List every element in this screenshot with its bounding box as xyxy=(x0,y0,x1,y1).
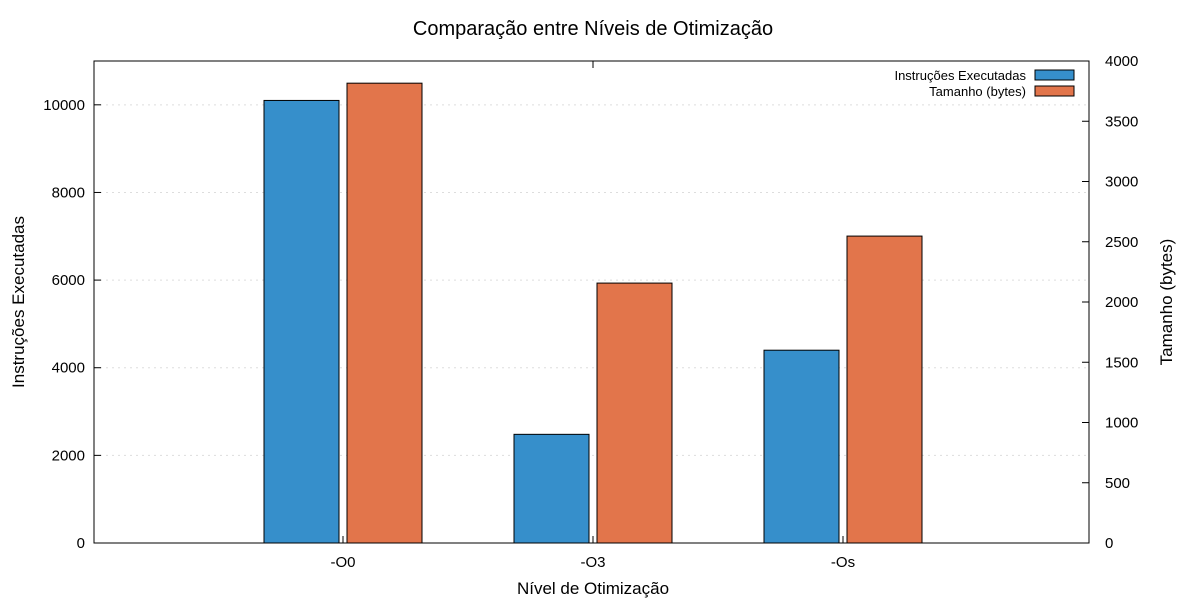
bar-instructions-O3 xyxy=(513,433,590,544)
y-tick-label: 0 xyxy=(77,535,85,552)
y2-tick-label: 3500 xyxy=(1105,113,1138,130)
bars xyxy=(263,82,923,544)
x-tick-label: -Os xyxy=(831,554,855,571)
bar-size-O3 xyxy=(596,282,673,544)
y-axis-label: Instruções Executadas xyxy=(9,216,28,388)
legend-swatch xyxy=(1034,69,1075,81)
bar-size-O0 xyxy=(346,82,423,544)
y2-tick-label: 0 xyxy=(1105,535,1113,552)
y-tick-label: 6000 xyxy=(52,272,85,289)
y2-tick-label: 1000 xyxy=(1105,415,1138,432)
chart-title: Comparação entre Níveis de Otimização xyxy=(413,18,773,40)
y2-tick-label: 3000 xyxy=(1105,174,1138,191)
axis-ticks: 0 2000 4000 6000 8000 10000 0 500 1000 1500 2000 25… xyxy=(43,53,1138,571)
y2-axis-label: Tamanho (bytes) xyxy=(1157,239,1176,366)
y2-tick-label: 2000 xyxy=(1105,294,1138,311)
x-tick-label: -O0 xyxy=(330,554,355,571)
y-tick-label: 8000 xyxy=(52,184,85,201)
plot-frame xyxy=(93,60,1090,544)
y-tick-label: 4000 xyxy=(52,360,85,377)
y-tick-label: 10000 xyxy=(43,97,85,114)
x-axis-label: Nível de Otimização xyxy=(517,579,669,598)
bar-size-Os xyxy=(846,235,923,544)
y2-tick-label: 4000 xyxy=(1105,53,1138,70)
grid-lines xyxy=(94,104,1089,544)
y2-tick-label: 500 xyxy=(1105,475,1130,492)
legend-label: Instruções Executadas xyxy=(894,68,1026,83)
y2-tick-label: 1500 xyxy=(1105,354,1138,371)
legend-label: Tamanho (bytes) xyxy=(929,84,1026,99)
legend-swatch xyxy=(1034,85,1075,97)
x-tick-label: -O3 xyxy=(580,554,605,571)
y2-tick-label: 2500 xyxy=(1105,234,1138,251)
bar-instructions-O0 xyxy=(263,99,340,544)
bar-instructions-Os xyxy=(763,349,840,544)
y-tick-label: 2000 xyxy=(52,447,85,464)
